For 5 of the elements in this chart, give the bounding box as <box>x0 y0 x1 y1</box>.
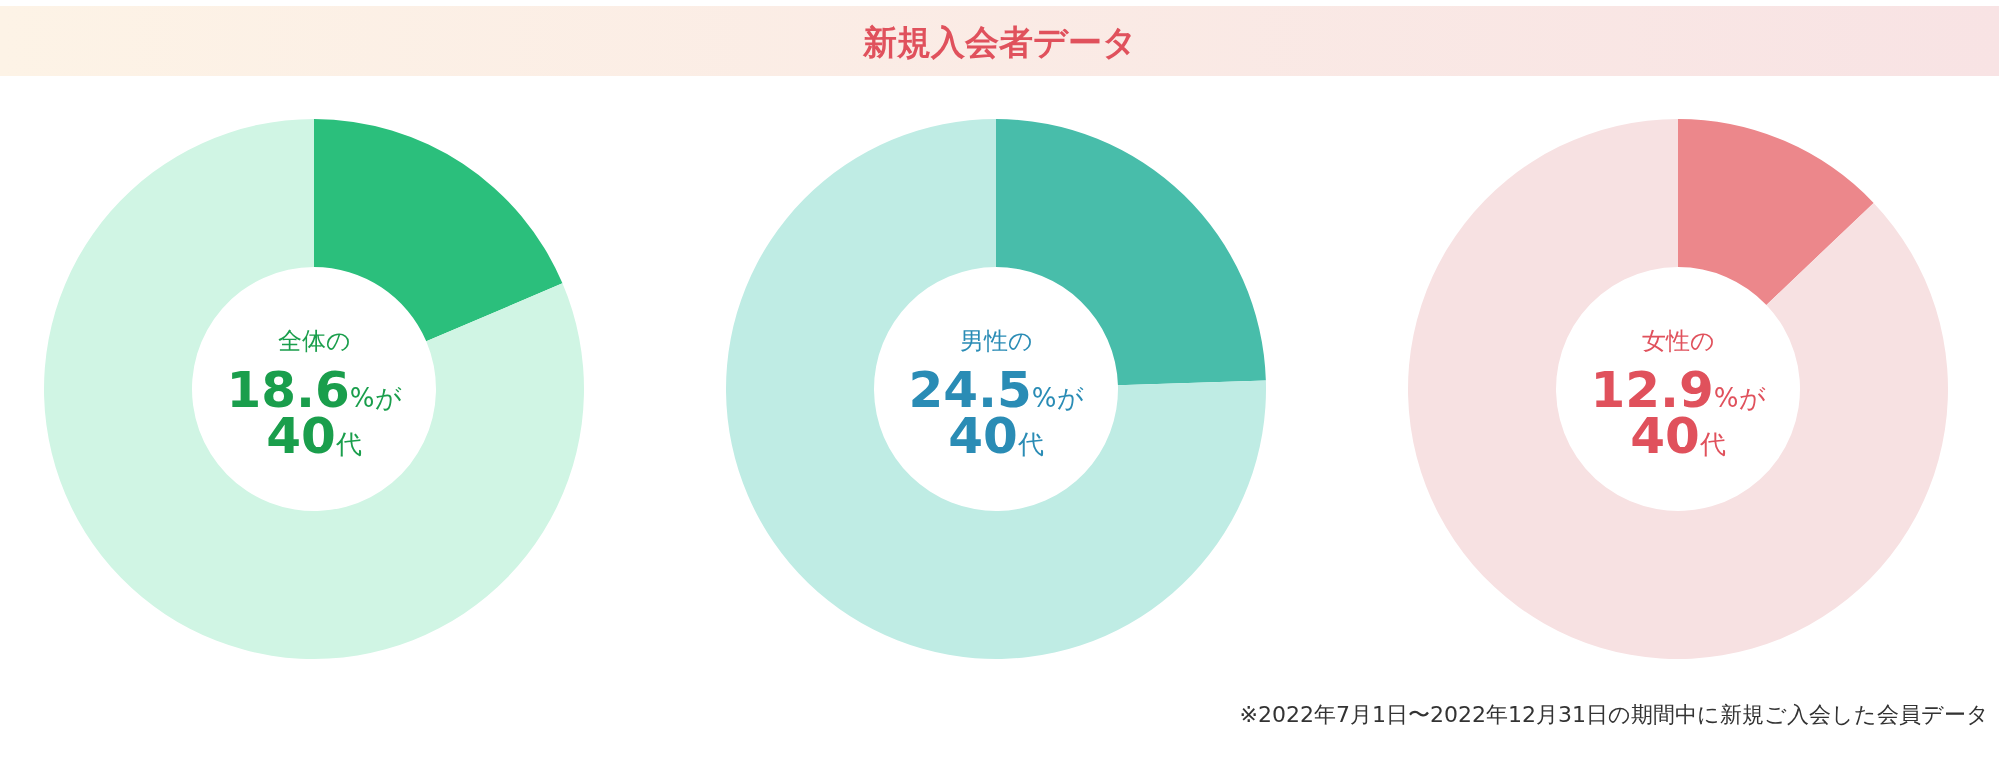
text: 新規入会者データ <box>861 22 1137 62</box>
text: 男性の <box>959 327 1033 355</box>
text: 女性の <box>1641 327 1715 355</box>
text: ※2022年7月1日〜2022年12月31日の期間中に新規ご入会した会員データ <box>1239 702 1989 727</box>
text: 全体の <box>277 327 351 355</box>
